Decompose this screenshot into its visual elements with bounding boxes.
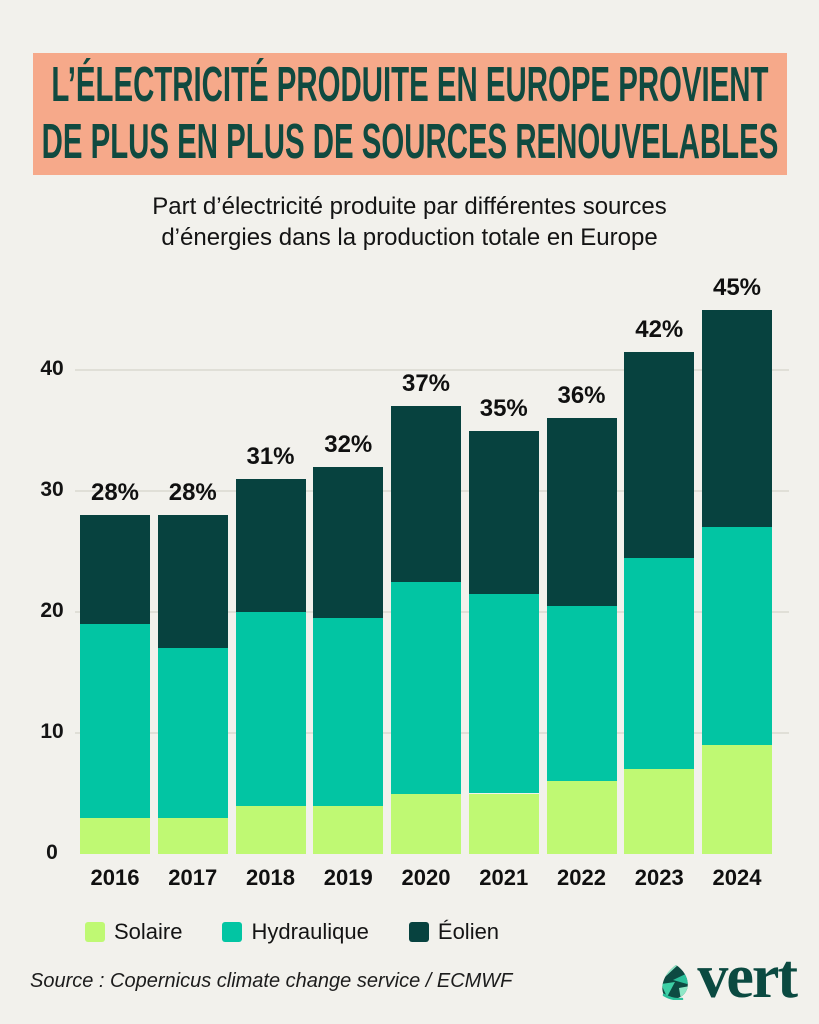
bar-segment-hydraulique-2018	[235, 612, 306, 806]
y-axis-tick-30: 30	[40, 478, 64, 501]
bar-segment-solaire-2018	[235, 805, 306, 854]
subtitle-line-2: d’énergies dans la production totale en …	[161, 224, 658, 251]
bar-segment-solaire-2019	[313, 805, 384, 854]
bar-segment-éolien-2017	[157, 515, 228, 649]
x-axis-label-2019: 2019	[323, 865, 373, 890]
bar-segment-solaire-2020	[391, 793, 461, 854]
bar-segment-hydraulique-2020	[391, 581, 461, 794]
legend-label-hydraulique: Hydraulique	[251, 919, 369, 944]
legend-swatch-solaire	[85, 922, 105, 942]
bar-segment-solaire-2024	[702, 745, 772, 854]
y-axis-tick-0: 0	[46, 841, 58, 864]
x-axis-label-2018: 2018	[246, 865, 295, 890]
y-axis-tick-20: 20	[40, 599, 64, 622]
bar-segment-hydraulique-2016	[80, 624, 150, 818]
bar-segment-éolien-2022	[546, 418, 617, 606]
bar-segment-éolien-2024	[702, 309, 772, 528]
bar-segment-solaire-2017	[157, 817, 228, 854]
x-axis-label-2022: 2022	[557, 865, 606, 890]
chart-legend: Solaire Hydraulique Éolien	[85, 919, 499, 945]
gridline-40	[75, 369, 789, 371]
y-axis-tick-10: 10	[40, 720, 64, 743]
bar-total-label-2021: 35%	[479, 394, 528, 422]
x-axis-label-2017: 2017	[168, 865, 218, 890]
bar-segment-éolien-2020	[391, 406, 461, 582]
bar-total-label-2018: 31%	[246, 442, 295, 470]
x-axis-label-2024: 2024	[712, 865, 762, 890]
legend-swatch-éolien	[408, 922, 429, 942]
bar-total-label-2020: 37%	[401, 370, 451, 398]
bar-segment-éolien-2023	[624, 351, 695, 558]
bar-segment-éolien-2016	[80, 515, 150, 625]
bar-total-label-2023: 42%	[635, 315, 684, 343]
bar-total-label-2019: 32%	[324, 430, 373, 458]
logo-wordmark: vert	[697, 943, 798, 1011]
x-axis-label-2016: 2016	[90, 865, 140, 890]
bar-segment-hydraulique-2024	[702, 527, 772, 746]
bar-segment-hydraulique-2021	[468, 593, 539, 794]
bar-segment-hydraulique-2017	[157, 648, 228, 818]
bar-segment-solaire-2022	[546, 781, 617, 854]
vert-logo: vert	[660, 943, 798, 1011]
bar-segment-solaire-2016	[80, 817, 150, 854]
legend-item-hydraulique: Hydraulique	[222, 919, 369, 945]
bar-segment-solaire-2023	[624, 769, 695, 854]
title-banner: L’ÉLECTRICITÉ PRODUITE EN EUROPE PROVIEN…	[33, 53, 787, 175]
bar-segment-solaire-2021	[468, 793, 539, 854]
legend-item-éolien: Éolien	[408, 919, 500, 945]
x-axis-label-2021: 2021	[479, 865, 529, 890]
leaf-icon	[662, 965, 689, 1000]
title-line-2: DE PLUS EN PLUS DE SOURCES RENOUVELABLES	[41, 115, 779, 169]
bar-total-label-2022: 36%	[557, 382, 606, 410]
legend-label-éolien: Éolien	[437, 919, 500, 944]
x-axis-label-2023: 2023	[634, 865, 684, 890]
bar-segment-éolien-2021	[468, 430, 539, 594]
source-text: Source : Copernicus climate change servi…	[30, 970, 513, 992]
title-line-1: L’ÉLECTRICITÉ PRODUITE EN EUROPE PROVIEN…	[51, 58, 769, 112]
y-axis-tick-40: 40	[40, 357, 64, 380]
bar-segment-éolien-2018	[235, 478, 306, 612]
x-axis-label-2020: 2020	[401, 865, 451, 890]
bar-segment-hydraulique-2022	[546, 605, 617, 782]
subtitle-line-1: Part d’électricité produite par différen…	[152, 193, 667, 220]
bar-segment-hydraulique-2019	[313, 618, 384, 806]
chart-subtitle: Part d’électricité produite par différen…	[0, 191, 819, 253]
legend-label-solaire: Solaire	[114, 919, 183, 944]
bar-total-label-2017: 28%	[168, 479, 217, 507]
bar-total-label-2016: 28%	[90, 479, 140, 507]
page-title: L’ÉLECTRICITÉ PRODUITE EN EUROPE PROVIEN…	[0, 57, 819, 171]
bar-total-label-2024: 45%	[712, 273, 762, 301]
bar-segment-hydraulique-2023	[624, 557, 695, 770]
legend-swatch-hydraulique	[222, 922, 243, 942]
legend-item-solaire: Solaire	[85, 919, 182, 945]
bar-segment-éolien-2019	[313, 466, 384, 619]
